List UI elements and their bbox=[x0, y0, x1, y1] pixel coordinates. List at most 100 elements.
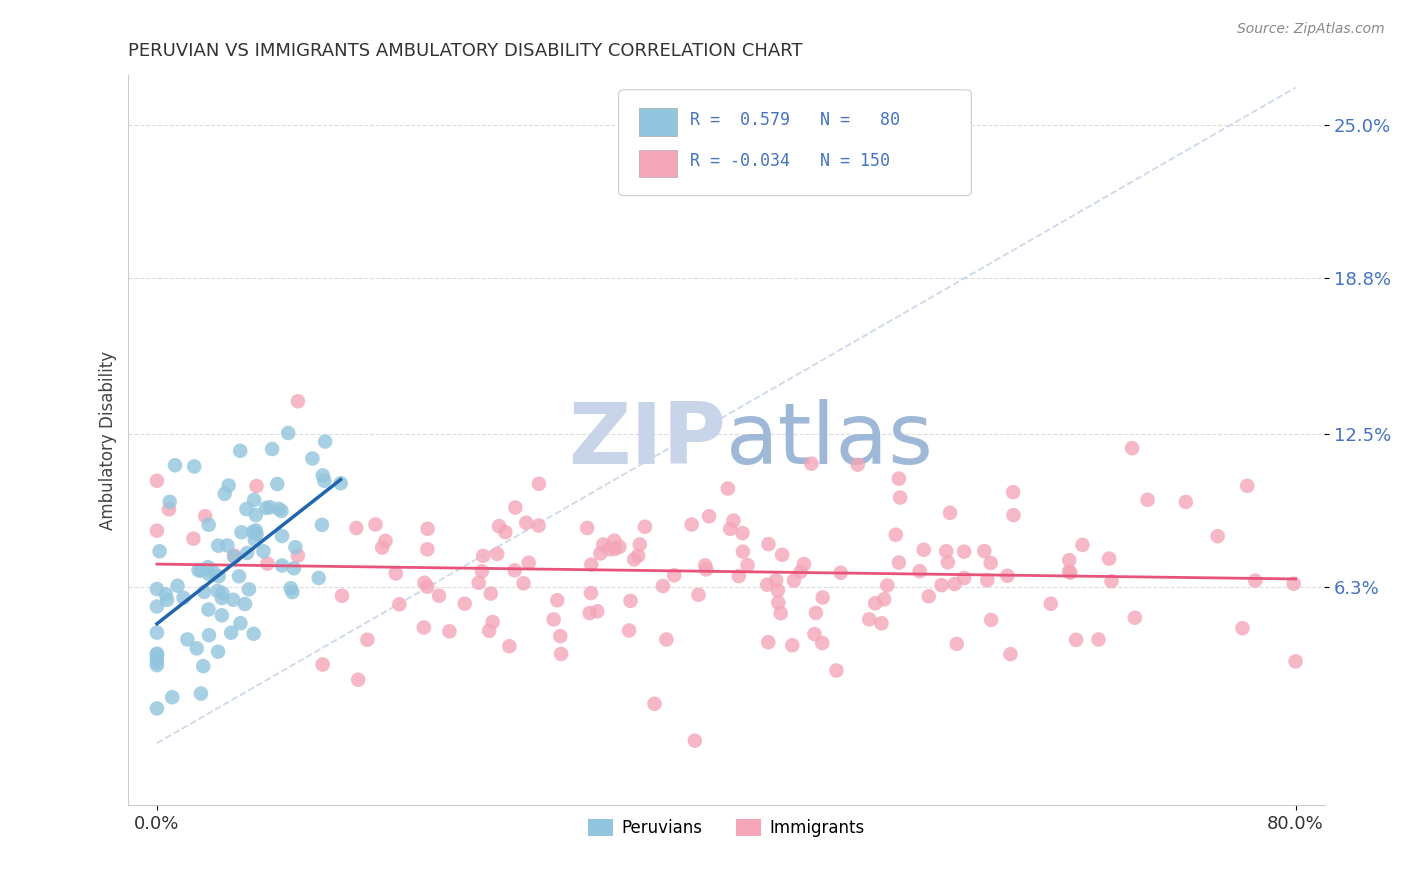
Point bbox=[586, 604, 609, 618]
Point bbox=[939, 506, 962, 520]
Point bbox=[228, 569, 250, 583]
Point bbox=[766, 583, 789, 598]
Point bbox=[159, 495, 181, 509]
Point bbox=[931, 578, 953, 592]
Point bbox=[314, 474, 336, 488]
Point bbox=[770, 548, 793, 562]
Point bbox=[311, 517, 333, 532]
Point bbox=[229, 616, 252, 631]
Point bbox=[1282, 576, 1305, 591]
Point bbox=[953, 571, 976, 585]
Point bbox=[723, 514, 745, 528]
Point bbox=[1232, 621, 1254, 635]
Y-axis label: Ambulatory Disability: Ambulatory Disability bbox=[100, 351, 117, 530]
Point bbox=[830, 566, 852, 580]
Point bbox=[1121, 441, 1143, 455]
Point bbox=[281, 585, 304, 599]
Point bbox=[259, 500, 281, 515]
Point bbox=[1064, 632, 1087, 647]
Point bbox=[207, 645, 229, 659]
Point bbox=[1071, 538, 1094, 552]
Point bbox=[1101, 574, 1123, 589]
Point bbox=[236, 546, 259, 560]
Point bbox=[1002, 485, 1025, 500]
Text: R =  0.579   N =   80: R = 0.579 N = 80 bbox=[690, 112, 900, 129]
Legend: Peruvians, Immigrants: Peruvians, Immigrants bbox=[582, 813, 872, 844]
Point bbox=[503, 563, 526, 577]
Point bbox=[416, 580, 439, 594]
Point bbox=[846, 458, 869, 472]
Point bbox=[800, 457, 823, 471]
Text: Source: ZipAtlas.com: Source: ZipAtlas.com bbox=[1237, 22, 1385, 37]
Point bbox=[214, 487, 236, 501]
Point bbox=[681, 517, 703, 532]
Point bbox=[243, 492, 266, 507]
Point bbox=[242, 626, 264, 640]
Point bbox=[1136, 492, 1159, 507]
Point bbox=[758, 537, 780, 551]
Point bbox=[155, 587, 177, 601]
Point bbox=[664, 568, 686, 582]
Point bbox=[163, 458, 186, 473]
Point bbox=[194, 509, 217, 524]
Point bbox=[579, 586, 602, 600]
Point bbox=[183, 532, 205, 546]
Point bbox=[146, 474, 169, 488]
Point bbox=[198, 566, 221, 581]
Point bbox=[193, 585, 215, 599]
Point bbox=[697, 509, 720, 524]
Point bbox=[229, 443, 252, 458]
Point bbox=[1123, 610, 1146, 624]
Point bbox=[644, 697, 666, 711]
Point bbox=[731, 544, 754, 558]
Point bbox=[1059, 566, 1081, 580]
Point bbox=[655, 632, 678, 647]
Point bbox=[211, 608, 233, 623]
Point bbox=[384, 566, 406, 581]
Point bbox=[166, 579, 188, 593]
Point bbox=[412, 620, 434, 634]
Text: R = -0.034   N = 150: R = -0.034 N = 150 bbox=[690, 153, 890, 170]
Point bbox=[197, 517, 219, 532]
Point bbox=[695, 562, 717, 576]
Point bbox=[494, 525, 516, 540]
Point bbox=[858, 612, 880, 626]
Point bbox=[245, 524, 267, 538]
Point bbox=[467, 575, 489, 590]
Point bbox=[238, 582, 260, 597]
FancyBboxPatch shape bbox=[638, 150, 678, 178]
Point bbox=[146, 582, 169, 596]
Point bbox=[609, 540, 631, 554]
Point bbox=[211, 586, 233, 600]
Point bbox=[581, 558, 603, 572]
Point bbox=[301, 451, 323, 466]
Point bbox=[887, 556, 910, 570]
Point bbox=[413, 575, 436, 590]
Point bbox=[207, 539, 229, 553]
Point bbox=[619, 594, 641, 608]
Point bbox=[783, 574, 806, 588]
Point bbox=[803, 627, 825, 641]
Point bbox=[688, 588, 710, 602]
Point bbox=[498, 639, 520, 653]
Point bbox=[219, 625, 242, 640]
Point bbox=[768, 596, 790, 610]
FancyBboxPatch shape bbox=[638, 108, 678, 136]
Point bbox=[187, 563, 209, 577]
Point bbox=[283, 561, 305, 575]
Point bbox=[546, 593, 568, 607]
Point bbox=[548, 629, 571, 643]
Point bbox=[873, 592, 896, 607]
Point bbox=[945, 637, 967, 651]
Point bbox=[266, 477, 288, 491]
Point bbox=[727, 569, 749, 583]
Point bbox=[1057, 565, 1080, 579]
Point bbox=[811, 636, 834, 650]
Point bbox=[270, 504, 292, 518]
Point bbox=[1244, 574, 1267, 588]
Point bbox=[578, 606, 600, 620]
Point bbox=[887, 472, 910, 486]
Point bbox=[146, 701, 169, 715]
Point bbox=[481, 615, 503, 629]
Point bbox=[976, 574, 998, 588]
